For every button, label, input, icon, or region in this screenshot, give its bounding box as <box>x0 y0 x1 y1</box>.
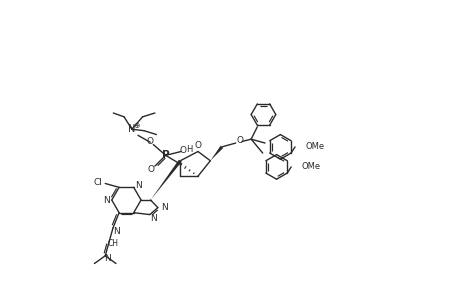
Text: N: N <box>112 227 119 236</box>
Text: OMe: OMe <box>301 162 319 171</box>
Text: N: N <box>128 124 135 134</box>
Text: N: N <box>150 214 157 223</box>
Text: N: N <box>160 203 167 212</box>
Text: N: N <box>104 254 111 262</box>
Text: O: O <box>194 141 201 150</box>
Text: OMe: OMe <box>304 142 324 152</box>
Text: N: N <box>103 196 110 205</box>
Text: ⊕: ⊕ <box>133 121 139 130</box>
Text: P: P <box>162 150 169 160</box>
Text: Cl: Cl <box>94 178 102 187</box>
Text: N: N <box>134 181 141 190</box>
Text: O: O <box>235 136 242 145</box>
Text: O: O <box>146 137 153 146</box>
Text: CH: CH <box>107 239 118 248</box>
Text: O: O <box>147 165 154 174</box>
Text: H: H <box>186 145 192 154</box>
Polygon shape <box>150 160 181 200</box>
Polygon shape <box>210 146 223 161</box>
Text: O: O <box>179 146 186 155</box>
